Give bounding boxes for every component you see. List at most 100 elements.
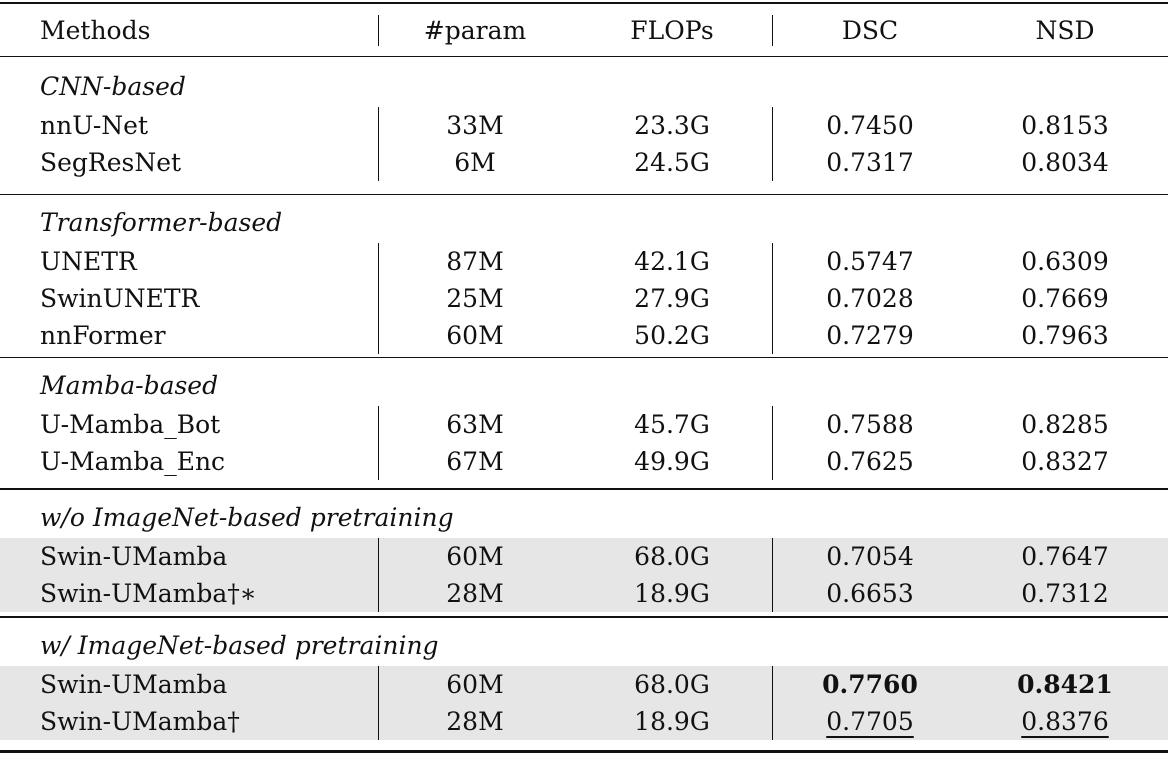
header-cell: DSC <box>841 16 899 45</box>
column-separator <box>772 538 773 575</box>
table-cell: 0.7312 <box>1021 579 1109 608</box>
table-row: U-Mamba_Enc 67M 49.9G 0.7625 0.8327 <box>0 443 1168 480</box>
table-cell: 49.9G <box>634 447 710 476</box>
table-cell: SwinUNETR <box>40 284 200 313</box>
column-separator <box>772 703 773 740</box>
table-cell: 0.7279 <box>826 321 914 350</box>
column-separator <box>772 406 773 443</box>
table-cell: 87M <box>446 247 504 276</box>
table-cell: 6M <box>454 148 496 177</box>
table-cell: U-Mamba_Enc <box>40 447 226 476</box>
table-cell: nnFormer <box>40 321 166 350</box>
table-cell: 0.5747 <box>826 247 914 276</box>
column-separator <box>772 317 773 354</box>
column-separator <box>378 144 379 181</box>
table-row: UNETR 87M 42.1G 0.5747 0.6309 <box>0 243 1168 280</box>
table-cell: 0.7028 <box>826 284 914 313</box>
header-cell: NSD <box>1035 16 1095 45</box>
table-cell: 0.7588 <box>826 410 914 439</box>
table-cell: 0.7317 <box>826 148 914 177</box>
table-cell: 0.8376 <box>1021 707 1109 736</box>
section-title: CNN-based <box>40 72 186 101</box>
section-title: Transformer-based <box>40 208 283 237</box>
column-separator <box>378 406 379 443</box>
table-cell: 33M <box>446 111 504 140</box>
table-cell: 42.1G <box>634 247 710 276</box>
table-cell: 28M <box>446 707 504 736</box>
table-row: Swin-UMamba†∗ 28M 18.9G 0.6653 0.7312 <box>0 575 1168 612</box>
column-separator <box>772 243 773 280</box>
column-separator <box>772 443 773 480</box>
column-separator <box>772 575 773 612</box>
section-title: w/o ImageNet-based pretraining <box>40 503 454 532</box>
horizontal-rule <box>0 2 1168 4</box>
horizontal-rule <box>0 194 1168 195</box>
header-row: Methods #param FLOPs DSC NSD <box>0 12 1168 49</box>
table-cell: 0.7963 <box>1021 321 1109 350</box>
column-separator <box>378 317 379 354</box>
section-title: Mamba-based <box>40 371 219 400</box>
table-row: Swin-UMamba 60M 68.0G 0.7760 0.8421 <box>0 666 1168 703</box>
horizontal-rule <box>0 357 1168 358</box>
table-cell: UNETR <box>40 247 137 276</box>
table-cell: 60M <box>446 542 504 571</box>
column-separator <box>772 144 773 181</box>
table-cell: 0.7760 <box>822 670 918 699</box>
table-cell: 28M <box>446 579 504 608</box>
column-separator <box>378 15 379 46</box>
header-cell: Methods <box>40 16 151 45</box>
table-cell: 0.8034 <box>1021 148 1109 177</box>
table-cell: SegResNet <box>40 148 182 177</box>
horizontal-rule <box>0 488 1168 490</box>
table-cell: 68.0G <box>634 670 710 699</box>
table-cell: Swin-UMamba†∗ <box>40 579 257 608</box>
column-separator <box>378 107 379 144</box>
table-cell: 0.7625 <box>826 447 914 476</box>
table-cell: nnU-Net <box>40 111 148 140</box>
table-cell: 0.7054 <box>826 542 914 571</box>
table-cell: 25M <box>446 284 504 313</box>
table-cell: U-Mamba_Bot <box>40 410 221 439</box>
table-cell: 0.7450 <box>826 111 914 140</box>
table-cell: 0.8153 <box>1021 111 1109 140</box>
table-cell: 18.9G <box>634 707 710 736</box>
column-separator <box>378 243 379 280</box>
table-row: U-Mamba_Bot 63M 45.7G 0.7588 0.8285 <box>0 406 1168 443</box>
table-cell: 27.9G <box>634 284 710 313</box>
column-separator <box>378 666 379 703</box>
table-cell: 24.5G <box>634 148 710 177</box>
table-row: SegResNet 6M 24.5G 0.7317 0.8034 <box>0 144 1168 181</box>
column-separator <box>378 538 379 575</box>
table-cell: Swin-UMamba† <box>40 707 240 736</box>
table-cell: 67M <box>446 447 504 476</box>
horizontal-rule <box>0 616 1168 618</box>
column-separator <box>378 280 379 317</box>
table-row: nnU-Net 33M 23.3G 0.7450 0.8153 <box>0 107 1168 144</box>
table-row: nnFormer 60M 50.2G 0.7279 0.7963 <box>0 317 1168 354</box>
table-cell: 0.7647 <box>1021 542 1109 571</box>
table-row: SwinUNETR 25M 27.9G 0.7028 0.7669 <box>0 280 1168 317</box>
table-cell: 0.7669 <box>1021 284 1109 313</box>
table-cell: 0.8327 <box>1021 447 1109 476</box>
column-separator <box>378 703 379 740</box>
table-cell: 68.0G <box>634 542 710 571</box>
column-separator <box>772 107 773 144</box>
table-cell: 23.3G <box>634 111 710 140</box>
table-cell: 0.6653 <box>826 579 914 608</box>
table-cell: 45.7G <box>634 410 710 439</box>
column-separator <box>378 575 379 612</box>
section-title: w/ ImageNet-based pretraining <box>40 631 439 660</box>
table-cell: 18.9G <box>634 579 710 608</box>
column-separator <box>772 280 773 317</box>
table-cell: 0.8285 <box>1021 410 1109 439</box>
table-cell: 0.8421 <box>1017 670 1113 699</box>
table-cell: 0.6309 <box>1021 247 1109 276</box>
horizontal-rule <box>0 750 1168 753</box>
header-cell: FLOPs <box>630 16 714 45</box>
table-cell: 50.2G <box>634 321 710 350</box>
table-cell: 60M <box>446 670 504 699</box>
horizontal-rule <box>0 56 1168 57</box>
column-separator <box>772 666 773 703</box>
table-cell: Swin-UMamba <box>40 670 228 699</box>
